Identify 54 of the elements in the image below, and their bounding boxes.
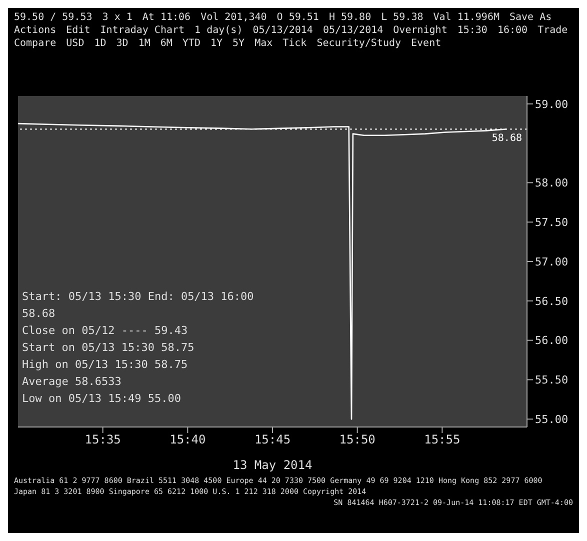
- annotation: Start: 05/13 15:30 End: 05/13 16:00: [22, 289, 254, 305]
- text: Intraday Chart: [100, 25, 185, 36]
- text: 15:30: [457, 25, 488, 36]
- text: Trade: [538, 25, 568, 36]
- text: 6M: [160, 38, 172, 49]
- y-tick-label: 55.50: [535, 374, 568, 387]
- text: 05/13/2014: [252, 25, 313, 36]
- x-axis-title: 13 May 2014: [232, 458, 312, 472]
- text: Save As: [510, 12, 552, 23]
- text: 1Y: [210, 38, 223, 49]
- text: Tick: [282, 38, 307, 49]
- text: At 11:06: [142, 12, 191, 23]
- annotation: Start on 05/13 15:30 58.75: [22, 340, 196, 356]
- text: Vol 201,340: [200, 12, 267, 23]
- y-tick-label: 57.50: [535, 216, 568, 229]
- annotation: High on 05/13 15:30 58.75: [22, 357, 189, 373]
- text: USD: [66, 38, 84, 49]
- y-tick-label: 57.00: [535, 255, 568, 268]
- annotation: Average 58.6533: [22, 374, 122, 390]
- text: 16:00: [497, 25, 528, 36]
- text: L 59.38: [381, 12, 424, 23]
- text: H 59.80: [328, 12, 372, 23]
- text: Overnight: [393, 25, 448, 36]
- text: 5Y: [232, 38, 245, 49]
- y-tick-label: 55.00: [535, 413, 568, 426]
- text: Compare: [14, 38, 56, 49]
- text: O 59.51: [276, 12, 319, 23]
- text: Val 11.996M: [433, 12, 500, 23]
- annotation: Close on 05/12 ---- 59.43: [22, 323, 189, 339]
- text: 3D: [116, 38, 128, 49]
- text: Event: [411, 38, 442, 49]
- text: 05/13/2014: [322, 25, 384, 36]
- y-tick-label: 59.00: [535, 98, 568, 111]
- ref-line-label: 58.68: [492, 133, 522, 144]
- text: Security/Study: [316, 38, 402, 49]
- y-tick-label: 58.00: [535, 176, 568, 190]
- text: Max: [254, 38, 273, 49]
- text: 1M: [138, 38, 150, 49]
- x-tick-label: 15:50: [339, 432, 376, 447]
- x-tick-label: 15:45: [254, 432, 291, 447]
- text: 1 day(s): [194, 25, 243, 36]
- annotation: 58.68: [22, 306, 56, 322]
- x-tick-label: 15:35: [84, 432, 121, 447]
- x-tick-label: 15:55: [424, 432, 460, 447]
- x-tick-label: 15:40: [170, 432, 206, 447]
- text: Actions: [14, 25, 56, 36]
- text: 3 x 1: [102, 12, 132, 23]
- y-tick-label: 56.50: [535, 294, 568, 308]
- y-tick-label: 56.00: [535, 334, 568, 348]
- text: Edit: [66, 25, 90, 36]
- text: 1D: [94, 38, 106, 49]
- annotation: Low on 05/13 15:49 55.00: [22, 391, 182, 407]
- text: YTD: [182, 38, 200, 49]
- text: 59.50 / 59.53: [14, 12, 92, 23]
